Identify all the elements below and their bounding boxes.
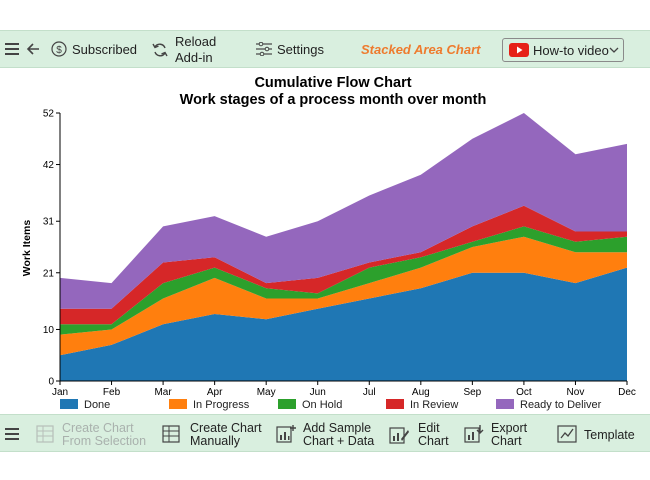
x-tick-label: Mar xyxy=(154,387,172,398)
add-sample-label-line2: Chart + Data xyxy=(303,434,375,448)
y-axis-label: Work Items xyxy=(21,220,33,277)
x-tick-label: Apr xyxy=(207,387,223,398)
export-chart-icon xyxy=(464,425,484,443)
create-selection-label-line2: From Selection xyxy=(62,434,147,448)
chart-type-label: Stacked Area Chart xyxy=(361,42,481,57)
chart-title: Cumulative Flow Chart xyxy=(254,75,411,91)
x-tick-label: Sep xyxy=(463,387,481,398)
template-button[interactable]: Template xyxy=(557,419,637,449)
youtube-icon xyxy=(509,43,529,57)
legend-swatch xyxy=(386,399,404,409)
howto-video-dropdown[interactable]: How-to video xyxy=(502,38,624,62)
hamburger-menu-icon[interactable] xyxy=(5,428,19,440)
legend-swatch xyxy=(496,399,514,409)
legend-item-done: Done xyxy=(60,399,110,413)
edit-label-line1: Edit xyxy=(418,421,440,435)
cumulative-flow-chart: Cumulative Flow Chart Work stages of a p… xyxy=(21,75,636,398)
area-series-in-progress xyxy=(60,236,627,356)
export-label-line2: Chart xyxy=(491,434,522,448)
y-tick-label: 10 xyxy=(43,325,55,336)
x-tick-label: Feb xyxy=(103,387,121,398)
y-tick-label: 42 xyxy=(43,160,55,171)
list-edit-icon xyxy=(162,425,180,443)
legend-swatch xyxy=(60,399,78,409)
reload-label-line2: Add-in xyxy=(175,50,213,65)
x-tick-label: Aug xyxy=(412,387,430,398)
x-tick-label: Jan xyxy=(52,387,68,398)
legend-label: Ready to Deliver xyxy=(520,399,602,411)
back-arrow-icon[interactable] xyxy=(26,42,40,56)
legend-swatch xyxy=(278,399,296,409)
export-label-line1: Export xyxy=(491,421,528,435)
area-series-done xyxy=(60,267,627,381)
create-manual-label-line2: Manually xyxy=(190,434,241,448)
create-chart-from-selection-button[interactable]: Create Chart From Selection xyxy=(36,419,146,449)
edit-label-line2: Chart xyxy=(418,434,449,448)
dollar-icon: $ xyxy=(51,41,67,57)
y-tick-label: 52 xyxy=(43,109,55,120)
legend-item-in-progress: In Progress xyxy=(169,399,249,413)
svg-text:$: $ xyxy=(56,45,62,56)
area-series-ready-to-deliver xyxy=(60,113,627,309)
reload-addin-button[interactable]: Reload Add-in xyxy=(152,34,222,66)
area-series-in-review xyxy=(60,205,627,325)
legend-swatch xyxy=(169,399,187,409)
x-tick-label: Dec xyxy=(618,387,636,398)
y-tick-label: 31 xyxy=(43,217,55,228)
settings-sliders-icon xyxy=(256,42,272,56)
x-tick-label: Nov xyxy=(567,387,585,398)
chevron-down-icon xyxy=(609,47,619,53)
create-chart-manually-button[interactable]: Create Chart Manually xyxy=(162,419,262,449)
x-tick-label: May xyxy=(257,387,276,398)
x-tick-label: Oct xyxy=(516,387,532,398)
settings-label: Settings xyxy=(277,42,324,57)
legend-item-on-hold: On Hold xyxy=(278,399,342,413)
y-tick-label: 21 xyxy=(43,268,55,279)
legend-label: On Hold xyxy=(302,399,343,411)
x-tick-label: Jun xyxy=(310,387,326,398)
legend-item-in-review: In Review xyxy=(386,399,458,413)
create-selection-label-line1: Create Chart xyxy=(62,421,134,435)
export-chart-button[interactable]: Export Chart xyxy=(464,419,534,449)
settings-button[interactable]: Settings xyxy=(256,40,326,60)
reload-icon xyxy=(152,43,168,57)
top-toolbar: $ Subscribed Reload Add-in Settings Stac… xyxy=(0,30,650,68)
legend-item-ready-to-deliver: Ready to Deliver xyxy=(496,399,601,413)
add-sample-label-line1: Add Sample xyxy=(303,421,372,435)
add-chart-icon xyxy=(276,425,296,443)
legend-label: Done xyxy=(84,399,111,411)
add-sample-chart-button[interactable]: Add Sample Chart + Data xyxy=(276,419,376,449)
legend-label: In Review xyxy=(410,399,459,411)
x-tick-label: Jul xyxy=(363,387,376,398)
edit-chart-button[interactable]: Edit Chart xyxy=(389,419,449,449)
subscribed-label: Subscribed xyxy=(72,42,138,57)
edit-chart-icon xyxy=(389,427,409,444)
template-icon xyxy=(557,425,577,443)
chart-subtitle: Work stages of a process month over mont… xyxy=(180,92,487,108)
create-manual-label-line1: Create Chart xyxy=(190,421,262,435)
y-tick-label: 0 xyxy=(48,377,54,388)
subscribed-button[interactable]: $ Subscribed xyxy=(51,40,137,60)
reload-label-line1: Reload xyxy=(175,34,217,49)
template-label: Template xyxy=(584,428,635,442)
bottom-toolbar: Create Chart From Selection Create Chart… xyxy=(0,414,650,452)
legend-label: In Progress xyxy=(193,399,250,411)
table-grid-icon xyxy=(36,425,54,443)
howto-label: How-to video xyxy=(533,43,609,58)
hamburger-menu-icon[interactable] xyxy=(5,43,19,55)
